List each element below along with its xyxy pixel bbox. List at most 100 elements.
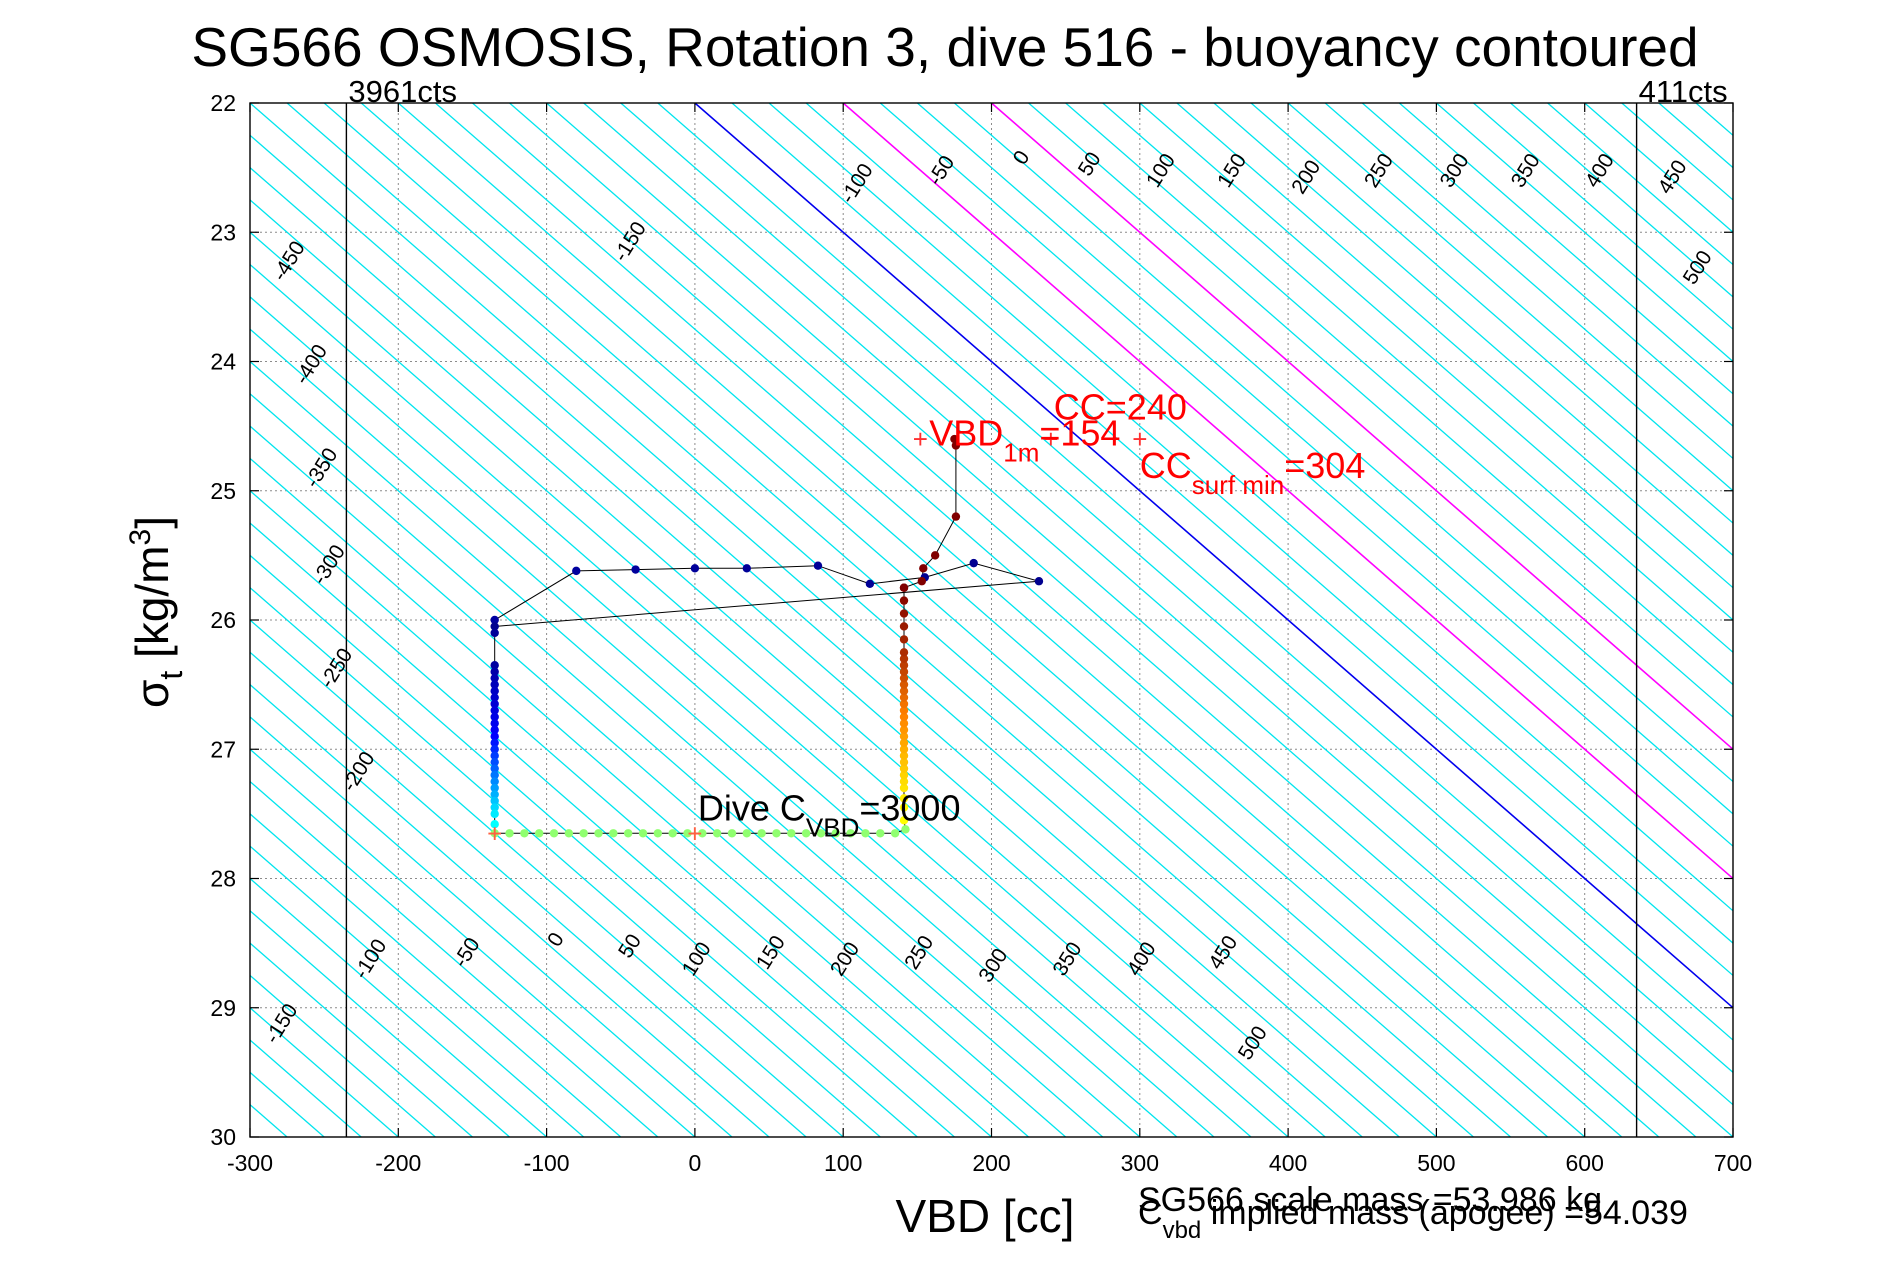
y-axis-label-unit-sup: 3 [124,529,157,546]
annotation-text: Dive C [698,787,806,828]
data-point [742,829,752,838]
data-point [490,680,499,689]
contour-line [250,457,1030,1137]
contour-line [509,103,1697,1137]
annotation-subscript: VBD [806,812,859,842]
contour-line [1398,103,1733,395]
data-point [899,738,909,747]
data-point [609,829,618,838]
annotation-label: CCsurf min=304 [1140,445,1366,500]
contour-line [1287,103,1733,492]
contour-line [250,909,510,1137]
contour-label: 400 [1581,150,1619,192]
data-point [899,635,909,644]
contour-line [1770,103,1891,1137]
contour-label: -350 [301,444,343,492]
contour-line [250,134,1400,1137]
x-tick-label: 400 [1269,1150,1307,1176]
annotation-label: Dive CVBD=3000 [698,787,961,842]
annotation-value: =3000 [859,787,960,828]
data-point [787,829,796,838]
chart-title: SG566 OSMOSIS, Rotation 3, dive 516 - bu… [191,16,1698,78]
marker-plus: + [1043,424,1058,454]
data-point [668,829,677,838]
contour-label: -50 [449,934,485,972]
y-axis-label-main: σ [126,680,178,708]
x-tick-label: 600 [1566,1150,1604,1176]
contour-line [286,103,1474,1137]
contour-line [250,296,1215,1137]
data-point [490,751,499,760]
contour-line [250,780,659,1137]
data-point [899,751,909,760]
data-point [899,609,909,618]
data-point [490,712,499,722]
x-tick-label: -200 [375,1150,421,1176]
contour-line [250,1006,399,1137]
contour-label: -300 [308,541,350,589]
data-point [505,829,514,838]
contour-label: 400 [1123,938,1161,980]
x-tick-label: 200 [972,1150,1010,1176]
data-point [683,829,692,838]
data-point [899,583,909,592]
contour-line [0,103,139,1137]
data-point [490,706,499,715]
x-tick-label: 100 [824,1150,862,1176]
data-point [490,764,499,773]
footer-implied-mass-rest: implied mass (apogee) =54.039 [1201,1194,1688,1232]
x-tick-label: 500 [1417,1150,1455,1176]
data-point [899,803,909,812]
data-point [564,829,574,838]
data-point [899,699,909,709]
data-point [490,738,499,747]
data-point [899,732,909,741]
contour-label: -150 [261,1000,303,1048]
contour-label: 500 [1234,1022,1272,1064]
contour-label: -200 [338,748,380,796]
contour-line [1510,103,1733,298]
data-point [930,551,940,560]
contour-label: -450 [268,237,310,285]
contour-line [1807,103,1891,1137]
contour-line [250,522,955,1137]
contour-label: 100 [1142,150,1180,192]
data-point [899,794,909,803]
data-point [490,757,499,767]
data-point [631,565,640,574]
marker-plus: + [1132,424,1147,454]
contour-line [250,942,473,1137]
annotation-text: CC [1054,387,1106,428]
data-point [950,434,959,444]
data-point [899,667,909,676]
footer-implied-mass-c: C [1138,1194,1163,1232]
buoyancy-contours [0,103,1891,1137]
contour-line [472,103,1660,1137]
contour-label: 250 [1360,150,1398,192]
data-point [899,816,909,825]
data-point [490,796,499,806]
y-tick-label: 24 [210,349,236,375]
contour-line [1732,103,1733,104]
data-point [727,829,737,838]
x-tick-label: 700 [1714,1150,1752,1176]
data-point [712,829,722,838]
y-axis-label-unit: [kg/m [126,545,178,670]
axis-ticks: -300 -200 -100 0 100 200 300 400 500 600 700222324… [210,90,1752,1176]
data-point [490,770,499,780]
contour-line [250,748,696,1137]
contour-line [1621,103,1733,201]
x-tick-label: -300 [227,1150,273,1176]
annotation-value: =154 [1039,413,1120,454]
annotation-label: VBD1m=154 [929,413,1120,468]
data-point [951,512,961,521]
contour-line [250,360,1141,1137]
dive-trace-line [494,438,1040,834]
data-point [490,790,499,799]
contour-line [323,103,1511,1137]
data-point [490,661,499,670]
footer-implied-mass: Cvbd implied mass (apogee) =54.039 [1138,1194,1688,1244]
data-point [490,777,499,786]
data-point [899,661,909,670]
data-point [899,777,909,786]
